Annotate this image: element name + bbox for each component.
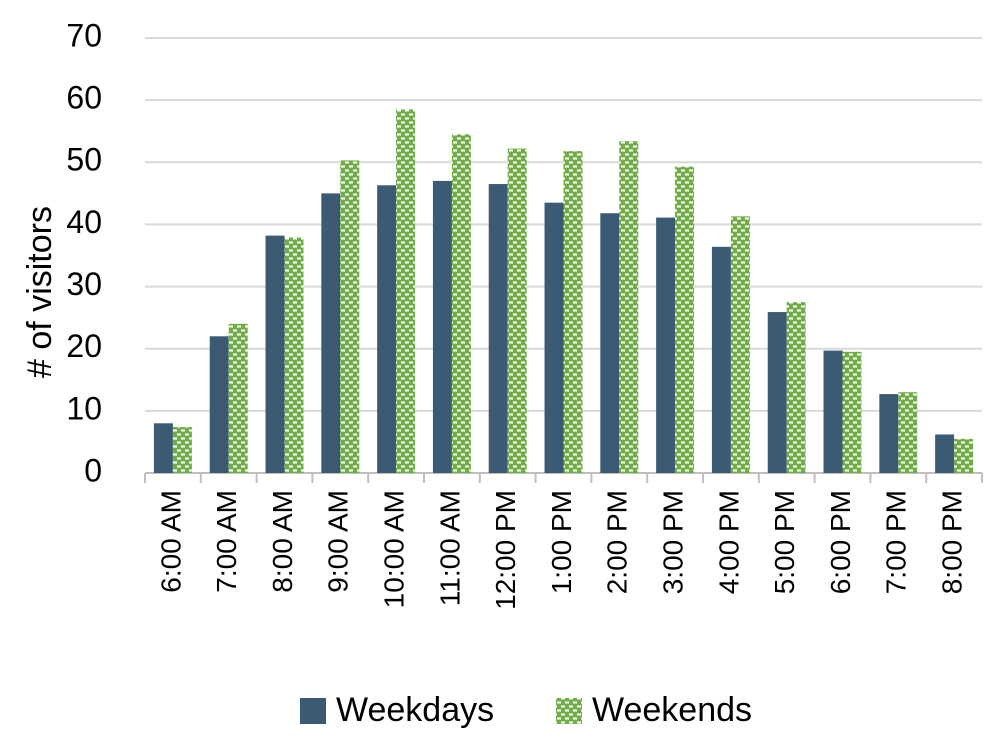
bar [544,202,564,473]
bar [321,193,341,473]
legend-swatch [556,698,582,724]
bar [396,109,416,473]
bar [432,180,452,473]
bar [228,323,248,473]
x-tick-label: 12:00 PM [490,490,521,610]
x-tick-label: 11:00 AM [434,490,465,606]
bar [619,141,639,473]
y-tick-label: 30 [66,266,102,302]
bar [265,235,285,473]
y-tick-label: 10 [66,390,102,426]
bar [172,427,192,473]
y-tick-label: 60 [66,80,102,116]
y-tick-label: 20 [66,328,102,364]
bar [563,151,583,473]
legend-label: Weekdays [336,691,494,729]
x-tick-label: 6:00 PM [825,490,856,594]
bar [451,134,471,474]
y-axis-label: # of visitors [21,206,59,378]
legend-label: Weekends [592,691,752,729]
bar [656,217,676,473]
x-tick-label: 1:00 PM [546,490,577,594]
bar [153,423,173,473]
bar [879,394,899,473]
legend-swatch [300,698,326,724]
y-tick-label: 0 [84,452,102,488]
bar [935,434,955,473]
bar [954,438,974,473]
bar [711,246,731,473]
x-tick-label: 10:00 AM [378,490,409,608]
x-tick-label: 6:00 AM [155,490,186,593]
x-tick-label: 8:00 PM [936,490,967,594]
bar [340,160,360,473]
bar [507,148,527,473]
x-tick-label: 7:00 AM [211,490,242,593]
bar [767,312,787,473]
y-tick-label: 40 [66,204,102,240]
x-tick-label: 3:00 PM [657,490,688,594]
bar [842,351,862,473]
x-tick-label: 8:00 AM [267,490,298,593]
x-tick-label: 5:00 PM [769,490,800,594]
bar [730,216,750,473]
x-tick-label: 7:00 PM [881,490,912,594]
bar [488,184,508,474]
y-tick-label: 70 [66,17,102,53]
x-tick-label: 4:00 PM [713,490,744,594]
bar [898,392,918,473]
bar [209,336,229,473]
x-tick-label: 2:00 PM [602,490,633,594]
bar [600,213,620,473]
y-tick-label: 50 [66,142,102,178]
bar [377,185,397,473]
x-tick-label: 9:00 AM [323,490,354,593]
bar [675,166,695,473]
bar [823,350,843,473]
bar [284,237,304,473]
bar [786,302,806,473]
